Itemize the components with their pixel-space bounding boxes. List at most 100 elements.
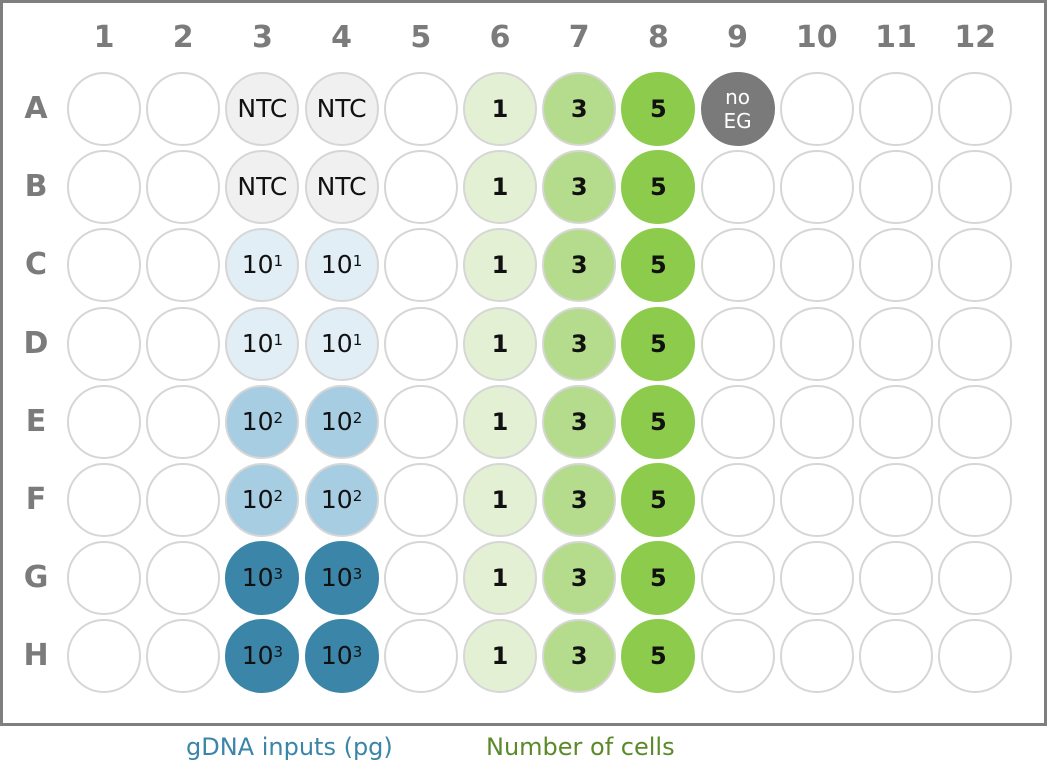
- well-H4: 10 3: [304, 619, 379, 694]
- well-label-exponent: 3: [352, 643, 363, 662]
- column-label-3: 3: [251, 20, 273, 55]
- well-G7: 3: [542, 541, 617, 616]
- well-G6: 1: [463, 541, 537, 616]
- well-label: 1: [491, 642, 509, 671]
- column-label-10: 10: [795, 20, 838, 55]
- well-H5: [383, 619, 458, 694]
- well-C5: [383, 228, 458, 303]
- well-F12: [938, 463, 1013, 537]
- well-C6: 1: [463, 228, 537, 303]
- well-label-exponent: 1: [352, 330, 363, 349]
- well-C12: [938, 228, 1013, 303]
- well-D6: 1: [463, 306, 537, 381]
- well-label-base: 10: [241, 563, 274, 593]
- well-label: 3: [570, 407, 588, 436]
- well-D4: 10 1: [304, 306, 379, 381]
- well-G9: [700, 541, 775, 616]
- well-A5: [383, 72, 458, 146]
- well-label-exponent: 3: [352, 565, 363, 584]
- well-E7: 3: [542, 384, 617, 459]
- well-label-exponent: 3: [273, 643, 284, 662]
- row-label-H: H: [23, 638, 49, 674]
- well-G1: [67, 541, 141, 616]
- well-C3: 10 1: [225, 228, 300, 303]
- well-A8: 5: [621, 72, 696, 146]
- well-label: no: [725, 85, 751, 109]
- well-label-exponent: 1: [273, 330, 284, 349]
- well-C11: [859, 228, 933, 303]
- well-F4: 10 2: [304, 463, 379, 537]
- well-label: 1: [491, 407, 509, 436]
- well-F6: 1: [463, 463, 537, 537]
- well-A1: [67, 72, 141, 146]
- well-label-base: 10: [241, 641, 274, 671]
- well-label: 5: [650, 95, 667, 123]
- well-C7: 3: [542, 228, 617, 303]
- well-label: NTC: [237, 94, 288, 123]
- well-D3: 10 1: [225, 306, 300, 381]
- well-E4: 10 2: [304, 384, 379, 459]
- column-label-2: 2: [172, 20, 194, 55]
- well-F5: [383, 463, 458, 537]
- well-label: 5: [650, 564, 667, 593]
- well-label-exponent: 1: [352, 252, 363, 271]
- well-label-exponent: 2: [273, 487, 284, 505]
- well-A12: [938, 72, 1013, 146]
- well-label-exponent: 3: [273, 565, 284, 584]
- well-label: 1: [491, 95, 509, 123]
- well-D10: [779, 306, 854, 381]
- well-F7: 3: [542, 463, 617, 537]
- well-label: 5: [650, 642, 667, 671]
- well-H8: 5: [621, 619, 696, 694]
- well-H9: [700, 619, 775, 694]
- well-C1: [67, 228, 141, 303]
- well-H7: 3: [542, 619, 617, 694]
- well-label: 1: [491, 564, 509, 593]
- well-label: 5: [650, 251, 667, 280]
- well-C10: [779, 228, 854, 303]
- well-E3: 10 2: [225, 384, 300, 459]
- well-label: 1: [491, 251, 509, 280]
- well-A2: [146, 72, 221, 146]
- row-label-G: G: [23, 560, 49, 596]
- well-label-exponent: 1: [273, 252, 284, 271]
- row-label-F: F: [25, 482, 47, 517]
- well-label-exponent: 2: [273, 408, 284, 427]
- well-D8: 5: [621, 306, 696, 381]
- well-H11: [859, 619, 933, 694]
- well-B12: [938, 150, 1013, 225]
- well-H2: [146, 619, 221, 694]
- well-A10: [779, 72, 854, 146]
- well-D1: [67, 306, 141, 381]
- well-label: 5: [650, 329, 667, 358]
- well-label-base: 10: [241, 485, 274, 514]
- well-E10: [779, 384, 854, 459]
- column-label-12: 12: [954, 20, 997, 55]
- well-G10: [779, 541, 854, 616]
- well-label-exponent: 2: [352, 487, 363, 505]
- well-label: EG: [723, 109, 752, 133]
- column-label-8: 8: [647, 20, 669, 55]
- well-E2: [146, 384, 221, 459]
- legend-number-of-cells: Number of cells: [486, 733, 675, 761]
- column-label-6: 6: [489, 20, 511, 55]
- well-G8: 5: [621, 541, 696, 616]
- well-label: NTC: [237, 172, 288, 202]
- well-C4: 10 1: [304, 228, 379, 303]
- well-B9: [700, 150, 775, 225]
- well-E11: [859, 384, 933, 459]
- well-label: 5: [650, 407, 667, 436]
- well-label: 3: [570, 564, 588, 593]
- column-label-7: 7: [568, 20, 590, 55]
- well-A7: 3: [542, 72, 617, 146]
- row-label-E: E: [25, 403, 47, 439]
- well-E8: 5: [621, 384, 696, 459]
- legend-gdna-inputs: gDNA inputs (pg): [186, 733, 393, 761]
- well-B11: [859, 150, 933, 225]
- row-label-B: B: [24, 169, 48, 205]
- well-B8: 5: [621, 150, 696, 225]
- well-D2: [146, 306, 221, 381]
- well-H6: 1: [463, 619, 537, 694]
- well-label-base: 10: [320, 485, 353, 514]
- well-D5: [383, 306, 458, 381]
